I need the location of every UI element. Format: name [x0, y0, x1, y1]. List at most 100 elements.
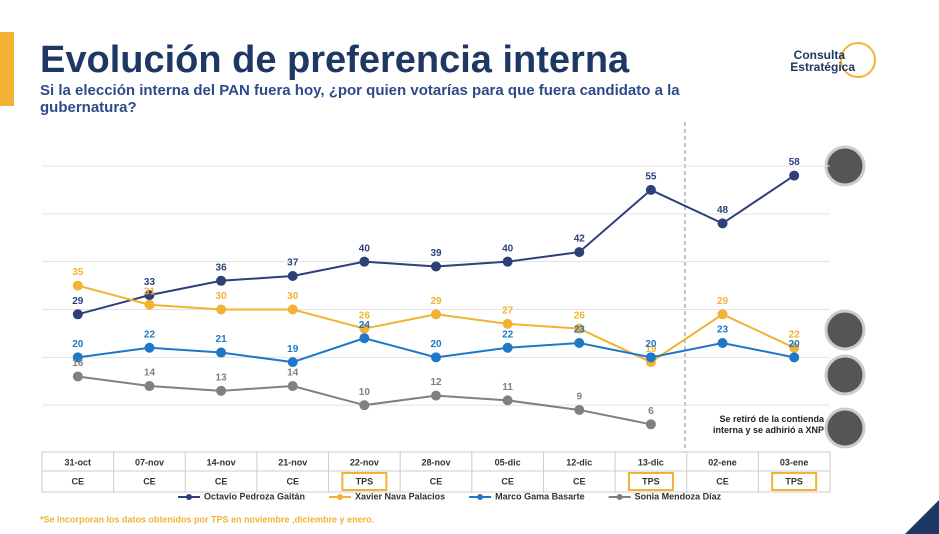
point	[645, 352, 656, 363]
point	[287, 304, 298, 315]
x-tick-label: 05-dic	[495, 457, 521, 467]
value-label: 30	[216, 291, 228, 302]
x-tick-label: 28-nov	[421, 457, 450, 467]
photo	[824, 145, 866, 187]
point	[574, 247, 585, 258]
point	[359, 256, 370, 267]
value-label: 14	[287, 368, 299, 379]
legend-label: Sonia Mendoza Díaz	[635, 491, 722, 501]
source-highlight	[341, 472, 388, 491]
x-tick-label: 31-oct	[65, 457, 92, 467]
source-label: CE	[501, 476, 514, 486]
value-label: 23	[574, 325, 586, 336]
point	[502, 342, 513, 353]
point	[431, 309, 441, 320]
point	[144, 381, 155, 392]
value-label: 22	[144, 329, 156, 340]
value-label: 19	[645, 344, 657, 355]
value-label: 40	[359, 243, 371, 254]
point	[72, 280, 83, 291]
value-label: 20	[72, 339, 84, 350]
point	[359, 333, 370, 344]
point	[431, 390, 441, 401]
point	[574, 337, 585, 348]
value-label: 35	[72, 267, 84, 278]
title: Evolución de preferencia interna	[40, 39, 630, 81]
footnote: *Se incorporan los datos obtenidos por T…	[40, 514, 374, 524]
value-label: 19	[287, 344, 299, 355]
source-label: TPS	[785, 476, 803, 486]
point	[72, 352, 83, 363]
legend-label: Marco Gama Basarte	[495, 491, 585, 501]
x-tick-label: 07-nov	[135, 457, 164, 467]
value-label: 40	[502, 243, 514, 254]
source-highlight	[771, 472, 818, 491]
value-label: 31	[144, 286, 156, 297]
legend-swatch	[477, 494, 484, 500]
value-label: 42	[574, 234, 586, 245]
point	[144, 290, 155, 301]
value-label: 10	[359, 387, 371, 398]
source-label: CE	[143, 476, 156, 486]
x-tick-label: 14-nov	[207, 457, 236, 467]
x-tick-label: 12-dic	[566, 457, 592, 467]
logo-ring	[840, 42, 876, 78]
point	[645, 419, 656, 430]
point	[502, 256, 513, 267]
value-label: 9	[576, 392, 582, 403]
photo	[824, 309, 866, 351]
value-label: 29	[717, 296, 729, 307]
value-label: 26	[574, 310, 586, 321]
note: Se retiró de la contienda interna y se a…	[712, 414, 824, 435]
value-label: 55	[645, 172, 657, 183]
x-tick-label: 21-nov	[278, 457, 307, 467]
value-label: 20	[430, 339, 442, 350]
point	[144, 342, 155, 353]
subtitle-box: Si la elección interna del PAN fuera hoy…	[40, 82, 680, 116]
source-label: TPS	[642, 476, 660, 486]
value-label: 24	[359, 320, 371, 331]
point	[216, 385, 227, 396]
value-label: 26	[359, 310, 371, 321]
source-label: CE	[215, 476, 228, 486]
value-label: 13	[216, 372, 228, 383]
x-tick-label: 02-ene	[708, 457, 737, 467]
legend-label: Octavio Pedroza Gaitán	[204, 491, 305, 501]
photo	[824, 354, 866, 396]
value-label: 30	[287, 291, 299, 302]
point	[72, 371, 83, 382]
value-label: 12	[430, 377, 442, 388]
point	[287, 381, 298, 392]
legend-swatch	[616, 494, 623, 500]
point	[287, 357, 298, 368]
logo-text: Estratégica	[790, 60, 855, 74]
value-label: 36	[216, 262, 228, 273]
source-label: CE	[716, 476, 729, 486]
series-line	[77, 174, 795, 316]
point	[789, 352, 800, 363]
point	[287, 271, 298, 282]
point	[717, 218, 728, 229]
point	[645, 184, 656, 195]
x-tick-label: 22-nov	[350, 457, 379, 467]
point	[431, 352, 441, 363]
point	[574, 404, 585, 415]
value-label: 20	[645, 339, 657, 350]
source-label: CE	[72, 476, 85, 486]
legend-swatch	[337, 494, 344, 500]
point	[574, 323, 585, 334]
point	[216, 304, 227, 315]
table	[41, 451, 831, 493]
logo-text: Consulta	[794, 48, 846, 62]
point	[717, 309, 728, 320]
value-label: 48	[717, 205, 729, 216]
point	[72, 309, 83, 320]
value-label: 22	[502, 329, 514, 340]
legend-label: Xavier Nava Palacios	[355, 491, 445, 501]
point	[717, 337, 728, 348]
value-label: 23	[717, 325, 729, 336]
point	[216, 347, 227, 358]
source-label: CE	[573, 476, 586, 486]
point	[502, 318, 513, 329]
x-tick-label: 13-dic	[638, 457, 664, 467]
